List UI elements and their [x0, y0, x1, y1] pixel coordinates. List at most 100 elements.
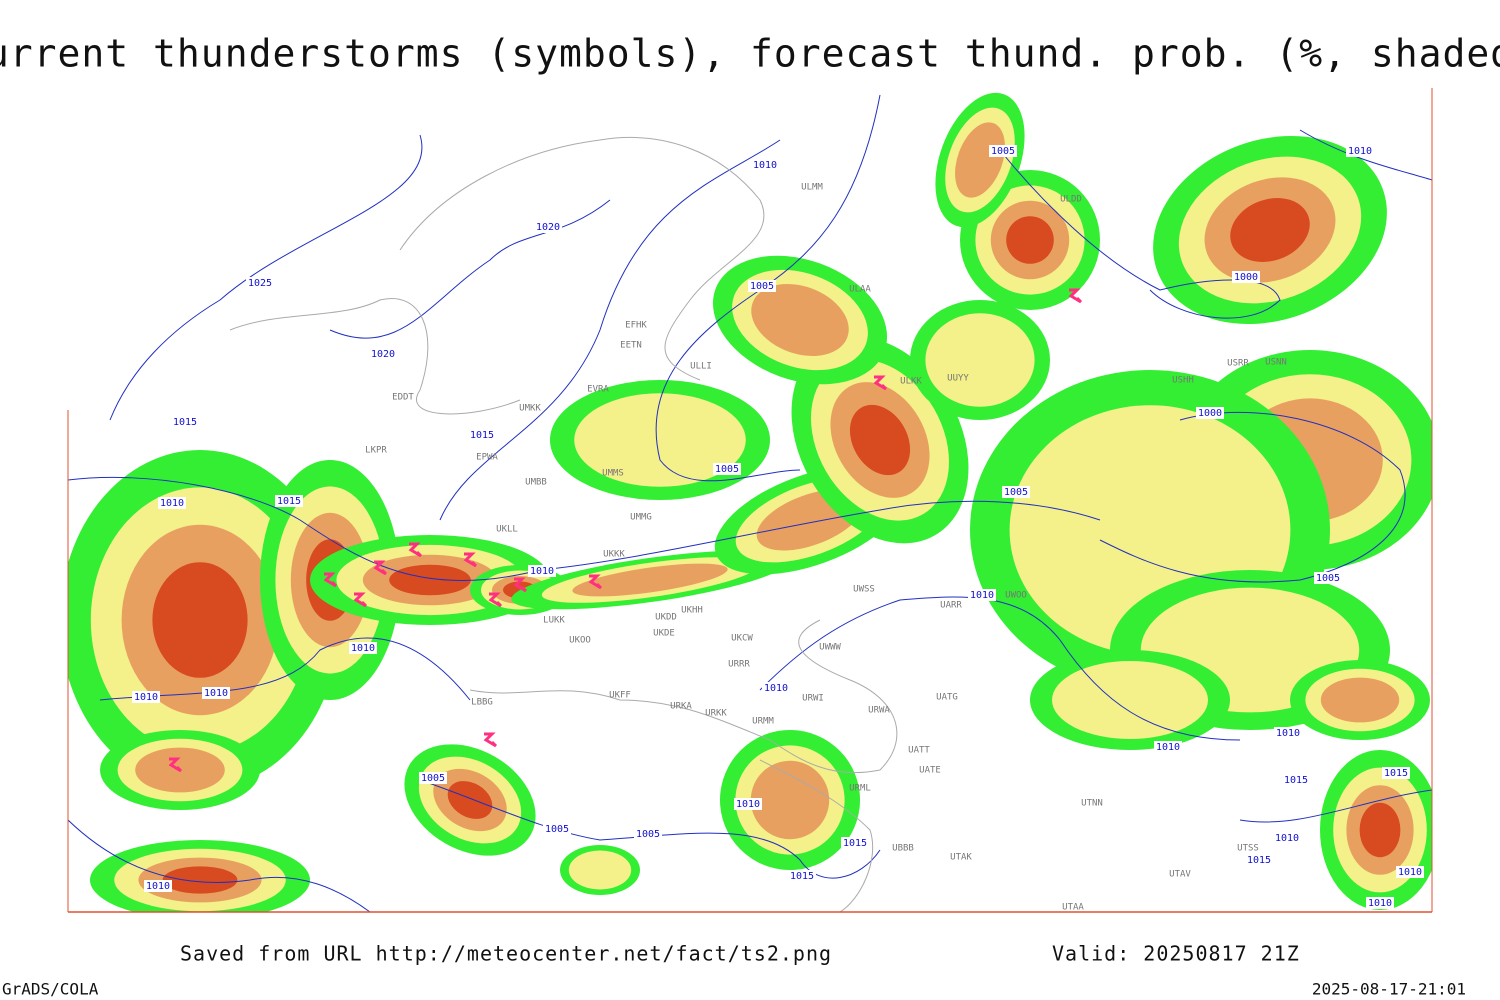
station-code: UTAV — [1169, 870, 1191, 880]
coastlines — [229, 137, 898, 912]
isobar — [759, 596, 1241, 741]
isobar-label: 1020 — [536, 222, 560, 233]
shade-level — [925, 313, 1035, 407]
thunderstorm-symbol — [353, 592, 368, 608]
station-code: UKOO — [569, 636, 591, 646]
thunderstorm-symbol — [488, 592, 503, 608]
station-code: ULAA — [849, 285, 871, 295]
thunderstorm-symbols — [168, 288, 1083, 773]
shade-level — [750, 760, 830, 840]
isobar-label: 1015 — [1247, 855, 1271, 866]
shade-level — [574, 393, 746, 487]
shade-level — [751, 284, 849, 356]
isobar-label: 1020 — [371, 349, 395, 360]
thunderstorm-symbol — [408, 542, 423, 558]
isobar-label: 1005 — [636, 829, 660, 840]
isobar-label-bg — [369, 348, 397, 360]
isobar-label-bg — [1382, 767, 1410, 779]
station-code: USRR — [1227, 359, 1249, 369]
isobar-label-bg — [468, 429, 496, 441]
isobar-label-bg — [788, 870, 816, 882]
station-code: UKDE — [653, 629, 675, 639]
isobar-label-bg — [1273, 832, 1301, 844]
thunderstorm-symbol — [588, 574, 603, 590]
isobar-label-bg — [713, 463, 741, 475]
shade-level — [1320, 677, 1400, 723]
isobar-label: 1010 — [1348, 146, 1372, 157]
thunderstorm-symbol — [483, 732, 498, 748]
station-code: URWA — [868, 706, 890, 716]
station-code: LBBG — [471, 698, 493, 708]
station-code: UWSS — [853, 585, 875, 595]
isobar-label: 1005 — [1316, 573, 1340, 584]
isobar-label: 1005 — [1004, 487, 1028, 498]
isobar-label: 1015 — [470, 430, 494, 441]
shade-level — [849, 404, 911, 476]
isobar-label-bg — [1282, 774, 1310, 786]
isobar-label-bg — [132, 691, 160, 703]
station-code: UMBB — [525, 478, 547, 488]
isobar-label-bg — [1245, 854, 1273, 866]
isobar-label-bg — [543, 823, 571, 835]
thunderstorm-symbol — [373, 560, 388, 576]
isobar-label: 1010 — [146, 881, 170, 892]
isobar — [439, 139, 781, 521]
station-code: ULKK — [900, 377, 922, 387]
station-code: URRR — [728, 660, 750, 670]
isobar-label: 1015 — [1284, 775, 1308, 786]
map-labels: 1010 1005 1010 1020 1025 1005 1000 1020 1015 1015… — [132, 145, 1424, 913]
isobar-label: 1015 — [843, 838, 867, 849]
isobar-label-bg — [275, 495, 303, 507]
map-title: Current thunderstorms (symbols), forecas… — [0, 32, 1500, 76]
station-code: UARR — [940, 601, 962, 611]
valid-time: Valid: 20250817 21Z — [1052, 942, 1300, 966]
station-code: UKDD — [655, 613, 677, 623]
isobar-label-bg — [144, 880, 172, 892]
isobar-label: 1005 — [545, 824, 569, 835]
isobar-label-bg — [246, 277, 274, 289]
isobar-label-bg — [1196, 407, 1224, 419]
station-code: URMM — [752, 717, 774, 727]
isobar-label-bg — [634, 828, 662, 840]
source-url: Saved from URL http://meteocenter.net/fa… — [180, 942, 832, 966]
station-code: EVRA — [587, 385, 609, 395]
isobar — [419, 779, 881, 879]
coastline — [469, 619, 898, 774]
station-code: URML — [849, 784, 871, 794]
isobar-label-bg — [158, 497, 186, 509]
isobar — [1299, 129, 1432, 181]
thunderstorm-symbol — [168, 757, 183, 773]
isobar-label-bg — [349, 642, 377, 654]
station-code: UMMG — [630, 513, 652, 523]
thunderstorm-symbol — [1068, 288, 1083, 304]
thunderstorm-symbol — [873, 375, 888, 391]
isobar-label-bg — [528, 565, 556, 577]
station-code: UTAA — [1062, 903, 1084, 913]
isobar-label-bg — [202, 687, 230, 699]
station-code: UTSS — [1237, 844, 1259, 854]
shade-level — [447, 781, 493, 819]
station-code: UWOO — [1005, 591, 1027, 601]
isobar-label-bg — [1274, 727, 1302, 739]
station-code: UKCW — [731, 634, 753, 644]
coastline — [399, 137, 765, 381]
isobar-label: 1010 — [753, 160, 777, 171]
isobar — [655, 94, 881, 482]
isobar — [329, 199, 611, 339]
isobar-label-bg — [1002, 486, 1030, 498]
station-code: UMMS — [602, 469, 624, 479]
isobar-label: 1010 — [1368, 898, 1392, 909]
shade-level — [1006, 216, 1054, 264]
isobar-label-bg — [1346, 145, 1374, 157]
isobar — [999, 149, 1281, 319]
isobar-label: 1010 — [134, 692, 158, 703]
timestamp: 2025-08-17-21:01 — [1312, 980, 1466, 999]
isobar — [1099, 411, 1406, 583]
isobar-label: 1010 — [736, 799, 760, 810]
station-code: UBBB — [892, 844, 914, 854]
isobar-label-bg — [1366, 897, 1394, 909]
isobar-label-bg — [1396, 866, 1424, 878]
isobar-label: 1010 — [351, 643, 375, 654]
